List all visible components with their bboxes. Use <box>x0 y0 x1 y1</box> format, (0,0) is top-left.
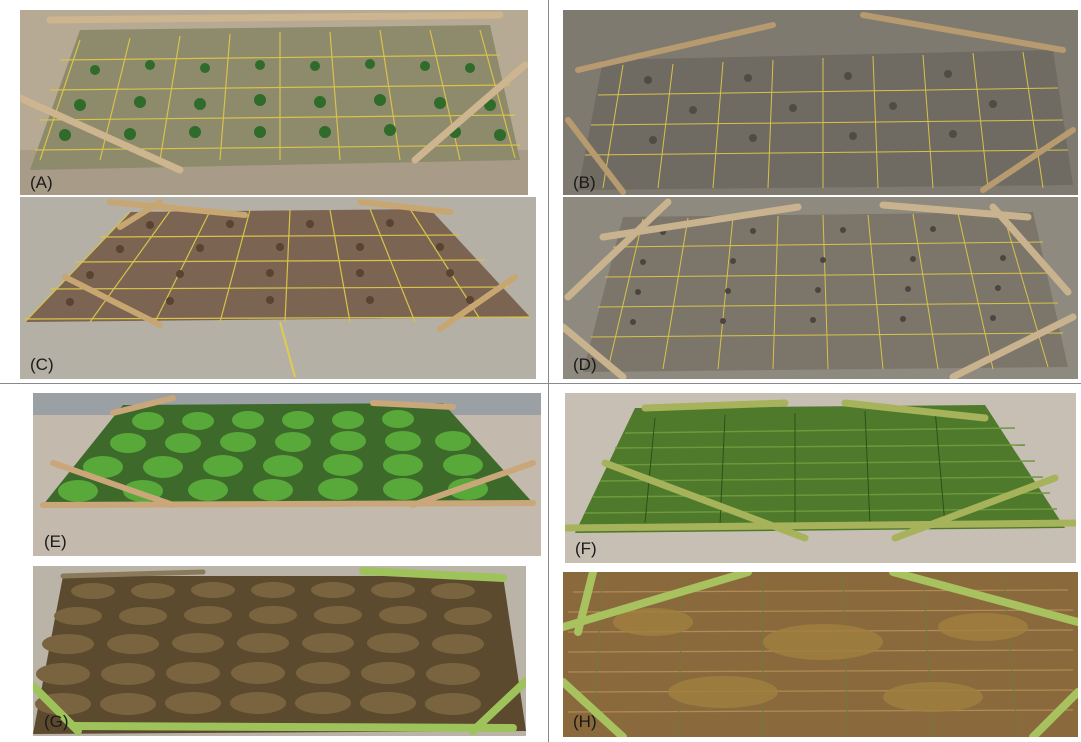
photo-g-image <box>33 566 526 736</box>
panel-label-e: (E) <box>44 532 67 551</box>
panel-label-h: (H) <box>573 712 597 731</box>
photo-panel-e <box>33 393 541 556</box>
photo-b-image <box>563 10 1078 195</box>
photo-panel-d <box>563 197 1078 379</box>
panel-label-f: (F) <box>575 539 597 558</box>
photo-panel-h <box>563 572 1078 737</box>
panel-label-a: (A) <box>30 173 53 192</box>
photo-panel-a <box>20 10 528 195</box>
panel-label-g: (G) <box>44 712 69 731</box>
horizontal-divider <box>0 383 1081 384</box>
photo-c-image <box>20 197 536 379</box>
photo-d-image <box>563 197 1078 379</box>
photo-panel-g <box>33 566 526 736</box>
photo-h-image <box>563 572 1078 737</box>
vertical-divider <box>548 0 549 742</box>
panel-label-b: (B) <box>573 173 596 192</box>
photo-panel-b <box>563 10 1078 195</box>
photo-panel-c <box>20 197 536 379</box>
photo-f-image <box>565 393 1076 563</box>
panel-label-c: (C) <box>30 355 54 374</box>
panel-label-d: (D) <box>573 355 597 374</box>
photo-e-image <box>33 393 541 556</box>
photo-a-image <box>20 10 528 195</box>
photo-panel-f <box>565 393 1076 563</box>
